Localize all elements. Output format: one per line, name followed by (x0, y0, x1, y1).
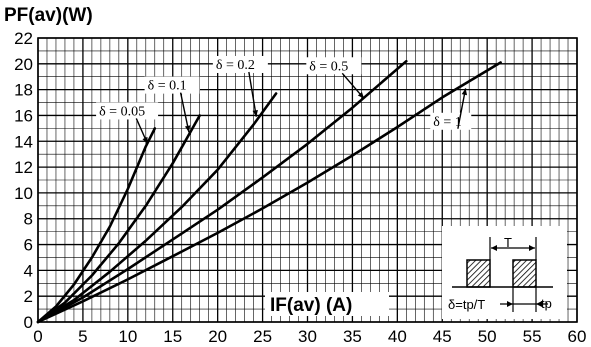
x-tick-label: 5 (78, 327, 87, 346)
series-line (36, 92, 278, 324)
inset-pulse (466, 259, 491, 288)
y-tick-label: 8 (24, 210, 33, 229)
y-tick-label: 12 (14, 158, 33, 177)
x-tick-label: 10 (118, 327, 137, 346)
y-tick-label: 2 (24, 287, 33, 306)
series-line (36, 127, 157, 324)
series-label-arrowhead (252, 109, 258, 117)
duty-cycle-inset: Ttp δ=tp/T (442, 226, 567, 319)
x-tick-label: 20 (208, 327, 227, 346)
x-axis-label: IF(av) (A) (270, 295, 352, 316)
y-tick-label: 6 (24, 236, 33, 255)
series-label: δ = 0.05 (99, 104, 145, 119)
x-tick-label: 55 (523, 327, 542, 346)
x-tick-labels: 0 5 10 15 20 25 30 35 40 45 50 55 60 (33, 327, 586, 346)
y-tick-label: 16 (14, 106, 33, 125)
series-labels: δ = 0.05δ = 0.1 δ = 0.2 δ = 0.5 δ = 1 (96, 55, 472, 145)
grid (37, 37, 578, 323)
y-tick-label: 4 (24, 261, 33, 280)
inset-period-label: T (504, 235, 512, 250)
y-tick-label: 20 (14, 55, 33, 74)
series-label-leader (248, 71, 257, 117)
x-tick-label: 60 (568, 327, 587, 346)
plot-frame (37, 37, 578, 323)
series-line (36, 59, 408, 324)
x-axis-label-bg (265, 292, 389, 316)
x-tick-label: 25 (253, 327, 272, 346)
series-label-leader (457, 88, 467, 129)
y-tick-label: 10 (14, 184, 33, 203)
series-lines (36, 59, 502, 324)
series-label: δ = 1 (433, 115, 462, 130)
series-label-arrowhead (142, 136, 148, 144)
y-tick-label: 18 (14, 81, 33, 100)
series-label: δ = 0.2 (216, 58, 255, 73)
inset-pulse (512, 259, 537, 288)
series-label-arrowhead (461, 88, 468, 96)
series-label-bg (144, 76, 200, 94)
series-line (36, 61, 502, 324)
y-tick-label: 14 (14, 132, 33, 151)
x-tick-label: 0 (33, 327, 42, 346)
series-label-arrowhead (184, 125, 191, 133)
x-tick-label: 15 (163, 327, 182, 346)
series-label-leader (179, 92, 190, 133)
x-tick-label: 40 (388, 327, 407, 346)
y-axis-label: PF(av)(W) (4, 5, 93, 26)
x-tick-label: 35 (343, 327, 362, 346)
series-label: δ = 0.5 (309, 59, 348, 74)
x-tick-label: 30 (298, 327, 317, 346)
inset-pulse-label: tp (541, 296, 552, 311)
inset-duty-formula: δ=tp/T (448, 297, 485, 312)
series-label-bg (430, 112, 472, 130)
y-tick-label: 0 (24, 313, 33, 332)
y-tick-label: 22 (14, 29, 33, 48)
series-line (36, 114, 201, 324)
x-tick-label: 45 (433, 327, 452, 346)
series-label-bg (96, 102, 159, 120)
series-label: δ = 0.1 (148, 79, 187, 94)
series-label-bg (306, 57, 362, 75)
series-label-arrowhead (357, 92, 365, 99)
y-tick-labels: 0 2 4 6 8 10 12 14 16 18 20 22 (14, 29, 33, 332)
series-label-bg (212, 55, 268, 73)
x-tick-label: 50 (478, 327, 497, 346)
